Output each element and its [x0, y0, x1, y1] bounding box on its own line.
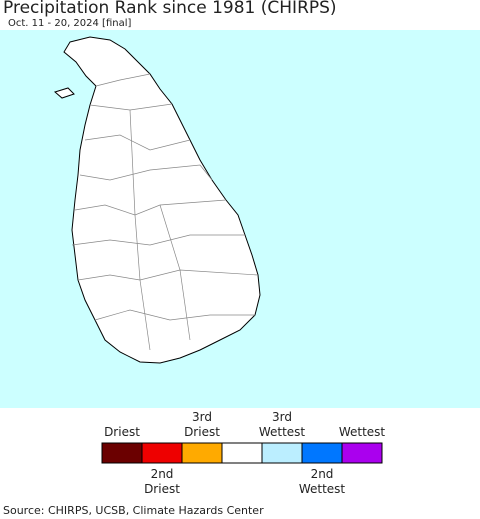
legend-swatch: [261, 442, 303, 464]
legend-swatch: [141, 442, 183, 464]
legend-label: 2nd: [311, 467, 334, 481]
legend-swatch: [341, 442, 383, 464]
district-boundaries: [71, 73, 259, 351]
island: [63, 36, 261, 364]
map-title: Precipitation Rank since 1981 (CHIRPS): [3, 0, 337, 18]
legend-swatch: [101, 442, 143, 464]
source-note: Source: CHIRPS, UCSB, Climate Hazards Ce…: [3, 504, 264, 517]
legend-label: Driest: [184, 425, 220, 439]
legend-label: Driest: [144, 482, 180, 496]
legend-label: Wettest: [259, 425, 306, 439]
legend-label: Wettest: [299, 482, 346, 496]
legend-label: Wettest: [339, 425, 386, 439]
map-subtitle: Oct. 11 - 20, 2024 [final]: [8, 18, 131, 29]
mannar-island: [53, 87, 75, 99]
legend-label: Driest: [104, 425, 140, 439]
legend-label: 2nd: [151, 467, 174, 481]
sea: [0, 30, 480, 408]
legend-swatch: [221, 442, 263, 464]
legend-label: 3rd: [192, 410, 212, 424]
legend-swatch: [181, 442, 223, 464]
legend-label: 3rd: [272, 410, 292, 424]
legend-swatch: [301, 442, 343, 464]
